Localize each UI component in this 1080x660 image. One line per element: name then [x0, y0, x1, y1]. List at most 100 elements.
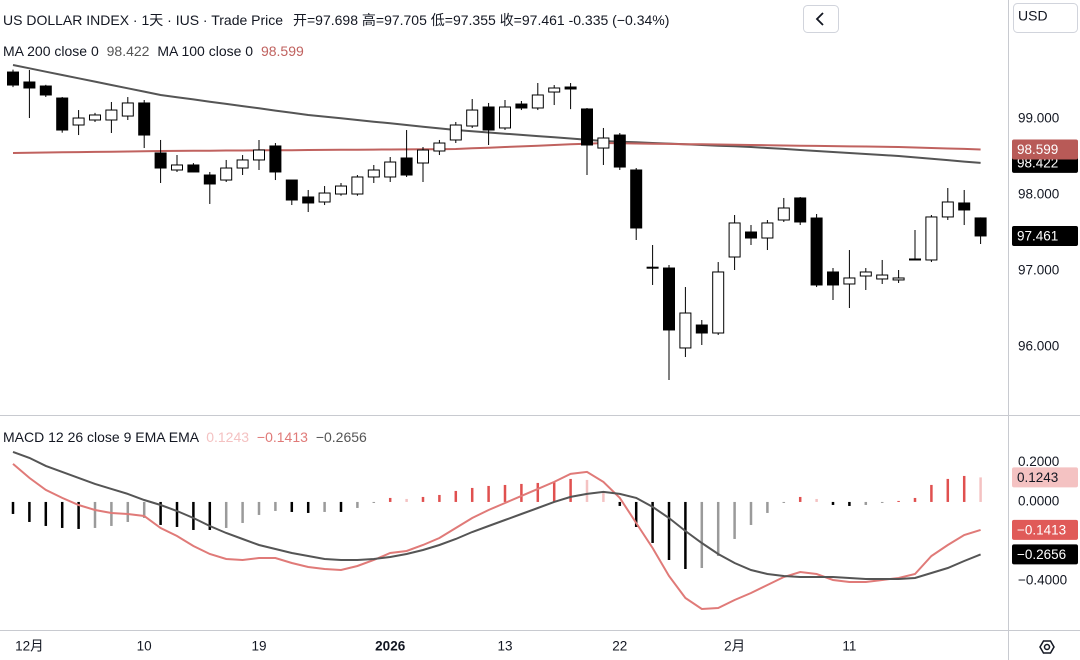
back-button[interactable]	[803, 5, 839, 33]
high-label: 高=	[362, 12, 384, 28]
gear-center[interactable]	[1043, 643, 1051, 651]
low-value: 97.355	[453, 12, 496, 28]
close-label: 收=	[500, 12, 522, 28]
candle-body	[269, 145, 282, 173]
histogram-bar	[946, 478, 950, 502]
y-tick-label: 96.000	[1018, 339, 1059, 354]
histogram-bar	[602, 491, 605, 502]
candle-body	[318, 192, 331, 203]
histogram-bar	[569, 478, 572, 502]
histogram-bar	[880, 501, 884, 503]
candle-body	[466, 109, 479, 127]
candle-body	[827, 271, 839, 286]
gear-icon[interactable]	[1039, 640, 1055, 654]
currency-selector[interactable]: USD	[1013, 3, 1078, 33]
selector-frame[interactable]	[1013, 3, 1078, 33]
x-tick-label: 12月	[15, 639, 44, 654]
histogram-bar	[848, 501, 851, 506]
histogram-bar	[667, 501, 671, 560]
histogram-bar	[126, 501, 130, 522]
histogram-bar	[224, 501, 228, 528]
histogram-bar	[897, 500, 900, 502]
x-tick-label: 2026	[375, 639, 406, 654]
histogram-bar	[241, 501, 244, 523]
candle-body	[843, 277, 856, 285]
histogram-bar	[142, 501, 146, 518]
candle-body	[482, 106, 495, 131]
header: US DOLLAR INDEX · 1天 · IUS · Trade Price…	[3, 12, 669, 28]
legend-name: MA 200 close 0	[3, 43, 99, 59]
candle-body	[384, 161, 397, 178]
histogram-bar	[618, 501, 622, 506]
open-value: 97.698	[315, 12, 358, 28]
histogram-bar	[438, 494, 441, 502]
candle-body	[335, 185, 347, 195]
legend-value: −0.1413	[257, 429, 308, 445]
candle-body	[56, 97, 69, 131]
histogram-bar	[634, 501, 638, 527]
symbol-title: US DOLLAR INDEX · 1天 · IUS · Trade Price	[3, 12, 283, 28]
candle-body	[171, 164, 183, 171]
histogram-bar	[60, 501, 64, 528]
candle-body	[695, 324, 708, 334]
histogram-bar	[192, 501, 195, 530]
ma-legend: MA 200 close 0 98.422 MA 100 close 0 98.…	[3, 43, 304, 59]
candle-body	[449, 124, 462, 141]
histogram-bar	[405, 498, 408, 502]
candle-body	[663, 267, 675, 331]
histogram-bar	[44, 501, 48, 526]
candle-body	[876, 274, 889, 280]
candle-body	[712, 271, 725, 334]
histogram-bar	[93, 501, 97, 528]
low-label: 低=	[431, 12, 453, 28]
y-tick-label: 98.000	[1018, 187, 1059, 202]
histogram-bar	[372, 501, 376, 503]
candle-body	[613, 134, 626, 168]
close-value: 97.461	[522, 12, 565, 28]
candle-body	[925, 216, 938, 261]
histogram-bar	[388, 497, 392, 502]
histogram-bar	[257, 501, 261, 515]
candle-body	[958, 202, 971, 211]
price-badge	[1012, 225, 1078, 246]
candle-body	[777, 207, 790, 221]
settings-button[interactable]	[1039, 640, 1055, 654]
x-tick-label: 19	[251, 639, 266, 654]
price-badge-label: −0.2656	[1017, 547, 1066, 562]
histogram-bar	[290, 501, 294, 512]
candle-body	[728, 222, 741, 258]
high-value: 97.705	[384, 12, 427, 28]
x-tick-label: 13	[497, 639, 512, 654]
legend-value: 98.599	[261, 43, 304, 59]
candle-body	[892, 277, 905, 281]
currency[interactable]: USD	[1018, 8, 1048, 24]
price-badge	[1012, 519, 1078, 540]
candle-body	[581, 108, 593, 146]
candle-body	[105, 109, 118, 121]
x-tick-label: 10	[137, 639, 152, 654]
candle-body	[23, 81, 36, 89]
button-frame[interactable]	[803, 5, 839, 33]
histogram-bar	[979, 477, 982, 502]
histogram-bar	[536, 482, 540, 502]
histogram-bar	[864, 501, 868, 505]
chevron-icon[interactable]	[815, 12, 824, 26]
macd-line	[12, 450, 981, 580]
histogram-bar	[716, 501, 720, 556]
candle-body	[285, 179, 298, 201]
legend-value: 98.422	[107, 43, 150, 59]
ma-line	[12, 141, 981, 154]
histogram-bar	[585, 479, 589, 502]
y-tick-label: −0.4000	[1018, 573, 1067, 588]
candle-body	[138, 102, 151, 136]
histogram-bar	[815, 498, 818, 502]
histogram-bar	[274, 501, 277, 511]
candle-body	[236, 159, 249, 169]
change: -0.335 (−0.34%)	[569, 12, 670, 28]
histogram-bar	[487, 485, 490, 502]
histogram-bar	[339, 501, 343, 512]
